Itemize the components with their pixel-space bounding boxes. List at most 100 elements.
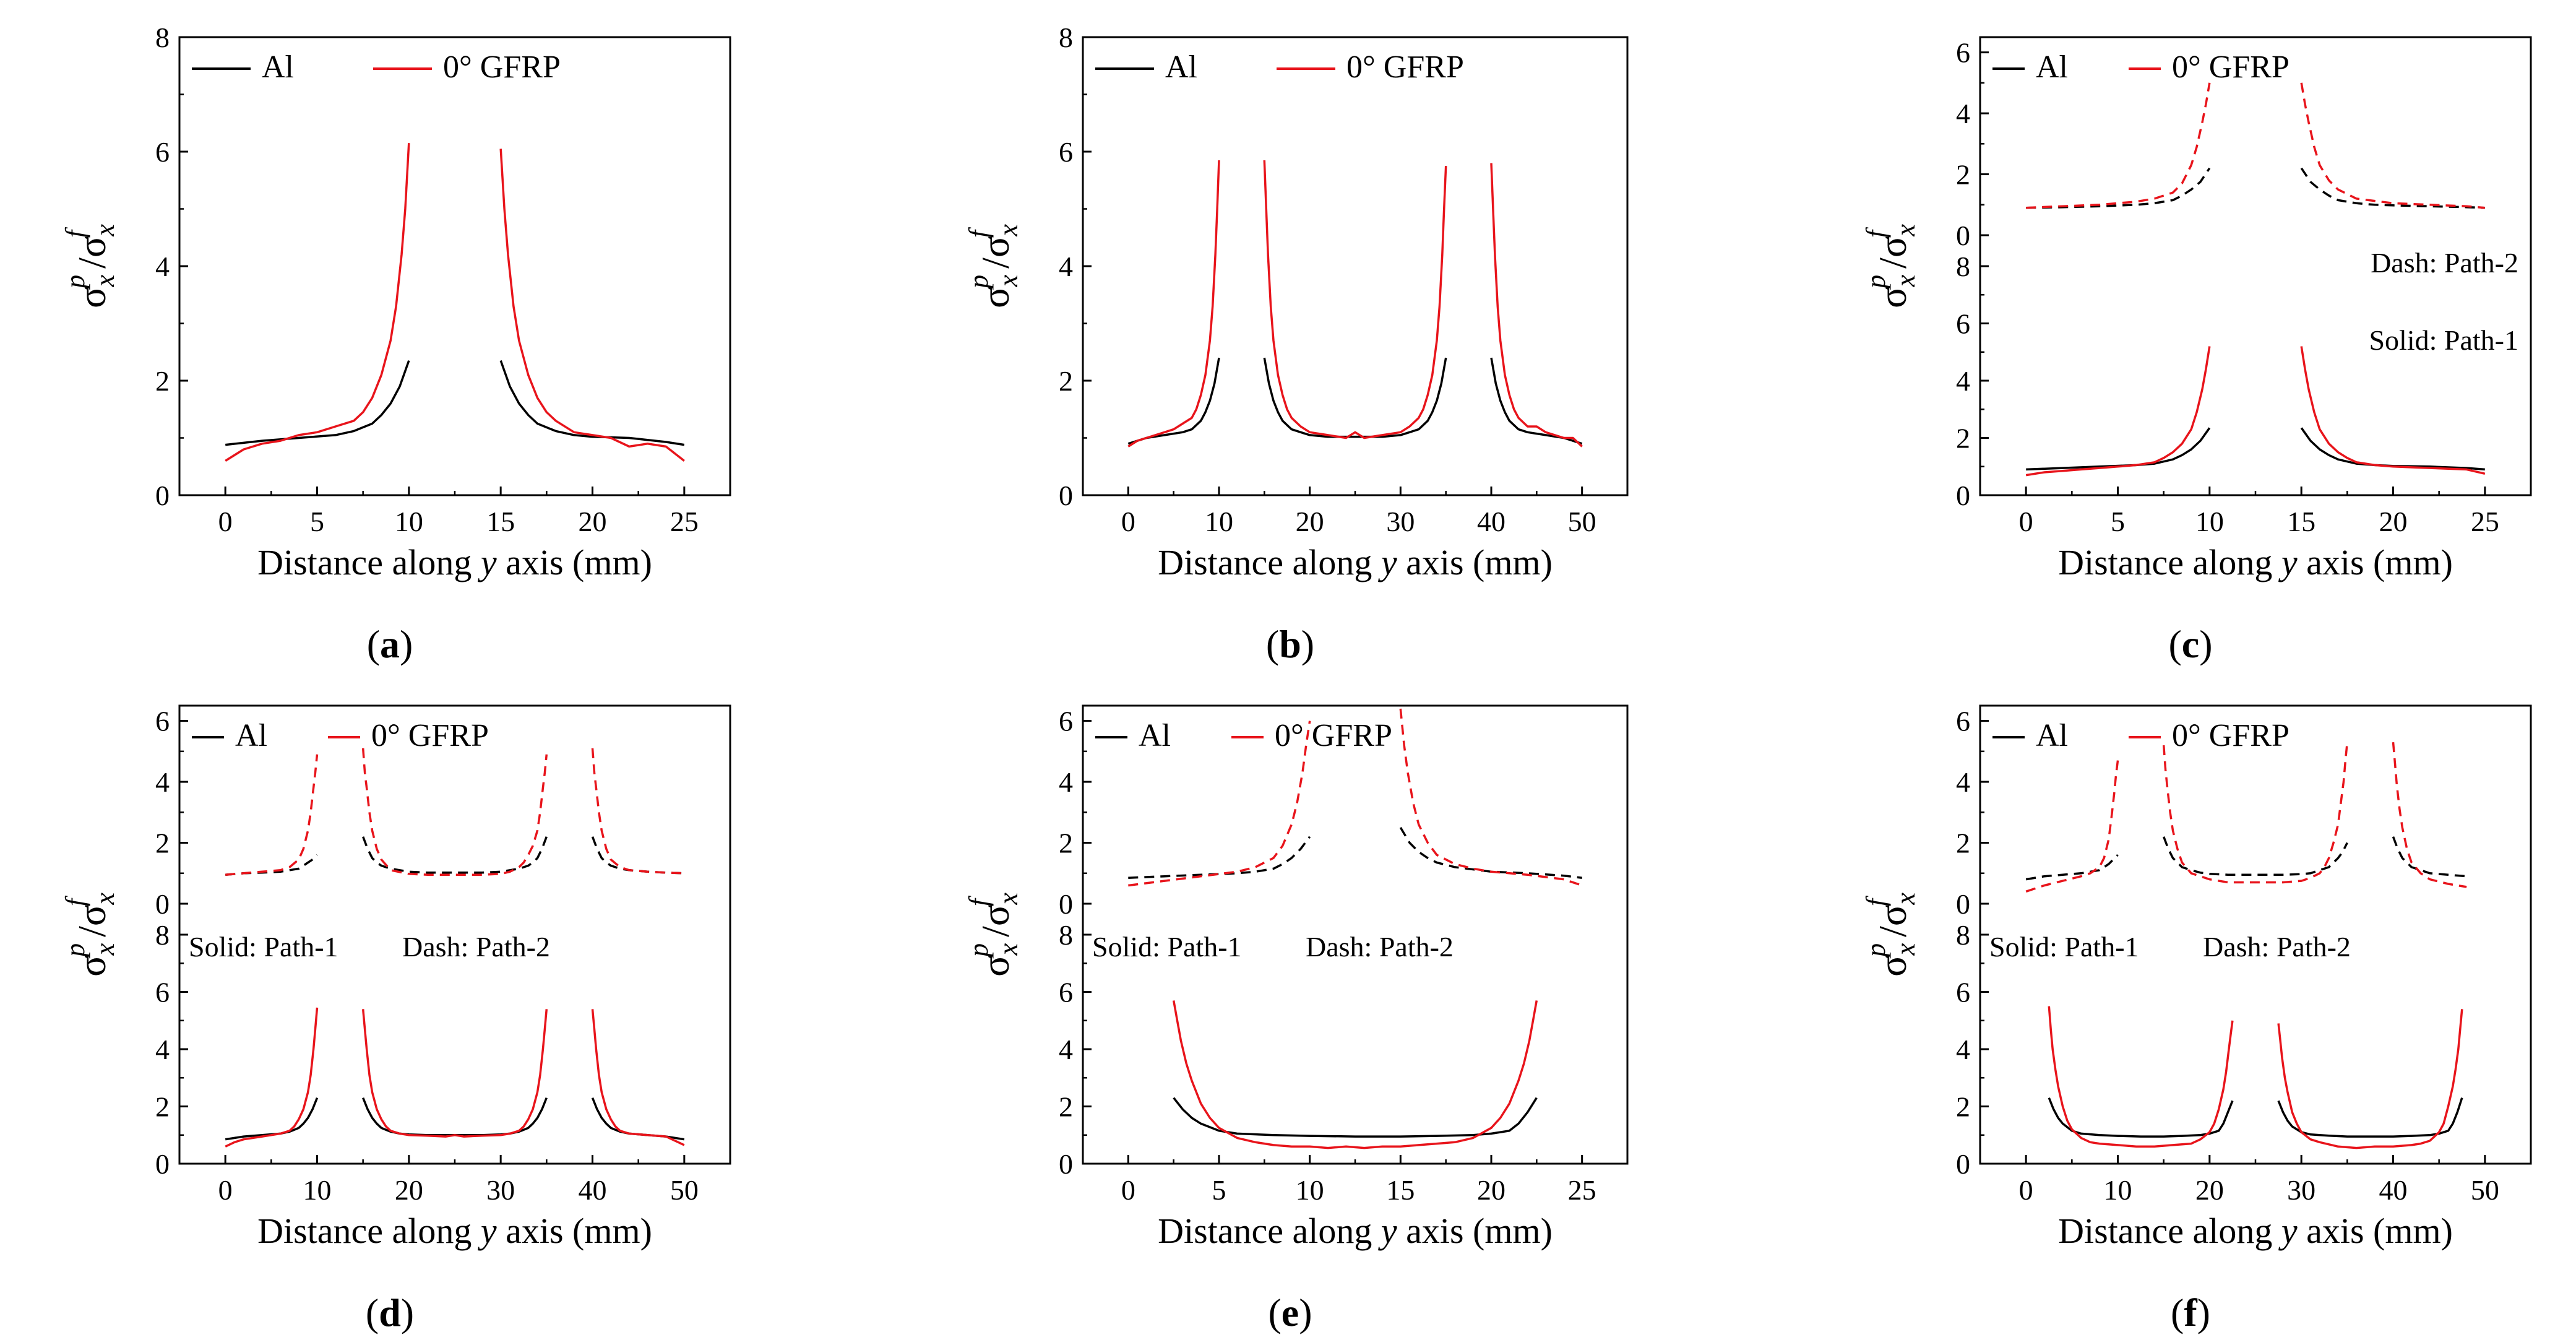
- series-line-0-gfrp-path-1: [1172, 1000, 1538, 1149]
- legend-label: Al: [2036, 50, 2068, 85]
- y-tick-label: 0: [1956, 1148, 1970, 1180]
- y-tick-label: 2: [1059, 1091, 1073, 1123]
- x-axis-label-part: y: [1378, 542, 1397, 582]
- x-axis-label: Distance along y axis (mm): [257, 1211, 652, 1251]
- panel-label-paren: ): [2197, 1291, 2210, 1335]
- legend-label: 0° GFRP: [1275, 718, 1392, 753]
- y-tick-label: 4: [1956, 1034, 1970, 1065]
- legend: Al 0° GFRP: [192, 50, 561, 85]
- x-axis-label-part: Distance along: [2058, 1211, 2281, 1251]
- panel-e: 0 5 10 15 20 25 0 2 4 6 0 2 4 6 8 Al 0° GFRP Solid: Path-…: [963, 704, 1629, 1335]
- series-line-al-path-1: [225, 360, 410, 446]
- series-line-0-gfrp-path-2: [2300, 82, 2485, 209]
- y-tick-label: 8: [1956, 251, 1970, 282]
- y-tick-label: 6: [1956, 37, 1970, 69]
- series-line-al-path-1: [499, 360, 685, 446]
- y-tick-label: 6: [155, 706, 170, 737]
- series-line-al-path-1: [2300, 427, 2485, 471]
- legend: Al 0° GFRP: [1095, 50, 1464, 85]
- x-tick-label: 30: [486, 1174, 515, 1206]
- legend: Al 0° GFRP: [1992, 50, 2290, 85]
- x-tick-label: 0: [1121, 506, 1135, 537]
- x-axis-label-part: y: [1378, 1211, 1397, 1251]
- y-axis-label-part: x: [90, 224, 120, 237]
- x-tick-label: 5: [2111, 506, 2125, 537]
- x-axis-label-part: y: [2278, 542, 2298, 582]
- series-line-0-gfrp-path-1: [225, 1007, 319, 1148]
- y-tick-label: 4: [1059, 1034, 1073, 1065]
- legend-label: 0° GFRP: [1346, 50, 1464, 85]
- y-tick-label: 2: [155, 1091, 170, 1123]
- annotation-text: Solid: Path-1: [1092, 931, 1242, 963]
- x-tick-label: 40: [1477, 506, 1506, 537]
- x-axis-label-part: axis (mm): [1397, 1211, 1553, 1251]
- x-tick-label: 5: [1212, 1174, 1226, 1206]
- legend-label: Al: [2036, 718, 2068, 753]
- x-axis-label: Distance along y axis (mm): [2058, 542, 2453, 582]
- x-tick-label: 10: [1296, 1174, 1324, 1206]
- y-axis-label-part: x: [90, 943, 120, 956]
- series-line-al-path-1: [2048, 1097, 2234, 1138]
- annotation-text: Dash: Path-2: [2371, 247, 2518, 279]
- y-axis-label: σxp/σxf: [1861, 224, 1921, 308]
- y-tick-label: 4: [1059, 766, 1073, 798]
- x-tick-label: 0: [218, 506, 233, 537]
- y-tick-label: 6: [1956, 977, 1970, 1008]
- series-line-0-gfrp-path-1: [2277, 1009, 2463, 1149]
- legend-label: Al: [235, 718, 267, 753]
- x-axis-label-part: Distance along: [1158, 1211, 1381, 1251]
- x-tick-label: 30: [1386, 506, 1415, 537]
- y-tick-label: 8: [1059, 919, 1073, 951]
- series-line-al-path-2: [2392, 836, 2467, 878]
- y-axis-label-part: σ: [973, 287, 1017, 308]
- y-axis-label-part: x: [90, 893, 120, 906]
- y-axis-label-part: p: [1861, 943, 1891, 959]
- y-axis-label-part: /: [70, 926, 114, 937]
- y-axis-label-part: p: [963, 943, 994, 959]
- x-axis-label-part: Distance along: [257, 542, 481, 582]
- series-line-al-path-1: [1127, 357, 1220, 445]
- series-line-al-path-2: [2163, 836, 2348, 876]
- y-tick-label: 6: [155, 977, 170, 1008]
- y-tick-label: 8: [1956, 919, 1970, 951]
- series-line-0-gfrp-path-2: [361, 748, 548, 876]
- y-axis-label-part: x: [1890, 943, 1921, 956]
- panel-label-paren: (: [1268, 1291, 1281, 1335]
- series-line-al-path-2: [1399, 827, 1582, 879]
- y-tick-label: 0: [155, 1148, 170, 1180]
- panel-f: 0 10 20 30 40 50 0 2 4 6 0 2 4 6 8 Al 0° GFRP Solid: Path…: [1861, 704, 2532, 1335]
- y-tick-label: 4: [155, 251, 170, 282]
- x-tick-label: 20: [2379, 506, 2408, 537]
- panel-label-paren: ): [1301, 622, 1314, 666]
- series-line-0-gfrp-path-1: [2048, 1006, 2234, 1148]
- series-line-al-path-2: [2300, 167, 2485, 209]
- series-line-al-path-1: [591, 1097, 685, 1141]
- panel-label-paren: ): [400, 622, 413, 666]
- y-tick-label: 6: [155, 136, 170, 168]
- x-axis-label: Distance along y axis (mm): [1158, 1211, 1553, 1251]
- y-axis-label-part: x: [993, 224, 1023, 237]
- x-tick-label: 15: [1386, 1174, 1415, 1206]
- legend-label: Al: [1165, 50, 1197, 85]
- y-axis-label-part: σ: [973, 905, 1017, 927]
- x-axis-label-part: Distance along: [2058, 542, 2281, 582]
- legend-label: Al: [1139, 718, 1171, 753]
- x-tick-label: 20: [1477, 1174, 1506, 1206]
- annotation-text: Dash: Path-2: [402, 931, 550, 963]
- y-tick-label: 6: [1956, 706, 1970, 737]
- panel-label: (e): [1268, 1291, 1312, 1335]
- y-axis-label: σxp/σxf: [60, 893, 120, 977]
- x-axis-label-part: Distance along: [257, 1211, 481, 1251]
- x-tick-label: 10: [395, 506, 423, 537]
- series-line-al-path-2: [591, 836, 684, 875]
- panel-b: 0 10 20 30 40 50 0 2 4 6 8 Al 0° GFRP Distance along …: [963, 22, 1629, 666]
- annotation-text: Dash: Path-2: [1306, 931, 1454, 963]
- y-tick-label: 4: [1956, 98, 1970, 129]
- x-tick-label: 25: [2471, 506, 2499, 537]
- series-line-0-gfrp-path-2: [2025, 760, 2119, 893]
- y-axis-label-part: σ: [973, 955, 1017, 977]
- series-line-al-path-1: [2277, 1097, 2463, 1138]
- x-tick-label: 20: [1296, 506, 1324, 537]
- y-axis-label-part: σ: [1871, 955, 1915, 977]
- annotation-text: Solid: Path-1: [189, 931, 338, 963]
